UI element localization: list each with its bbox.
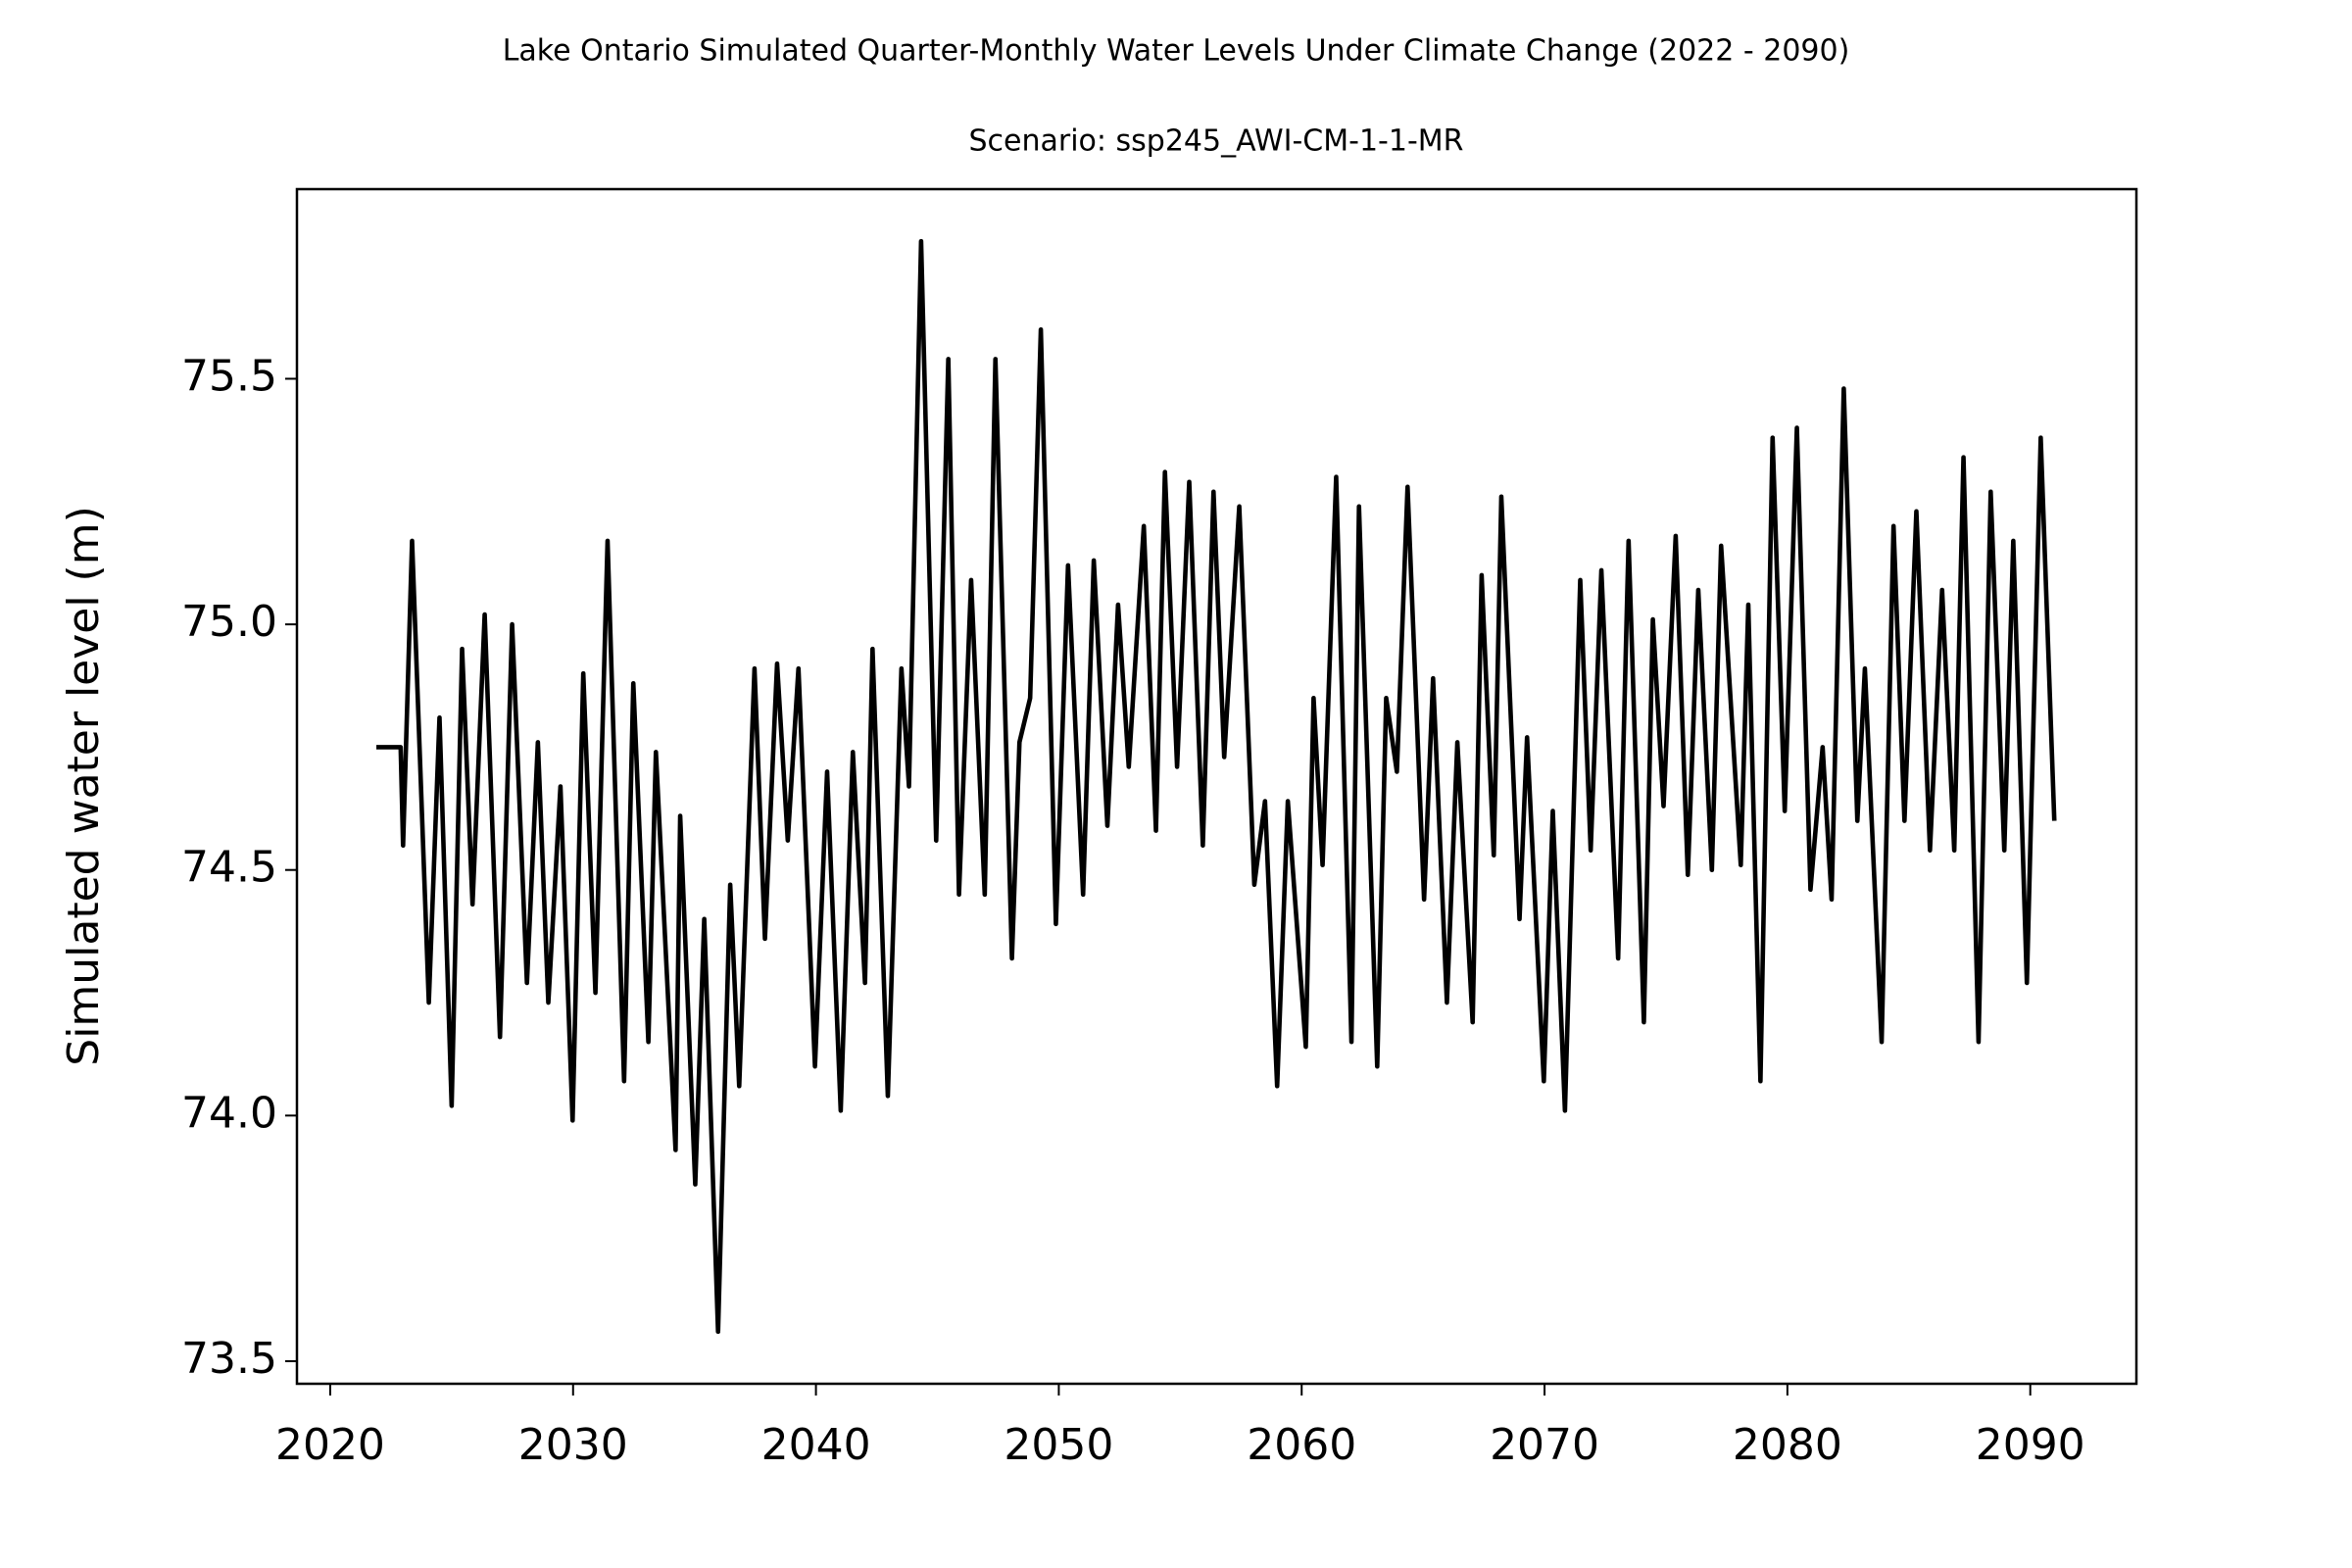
chart-title: Lake Ontario Simulated Quarter-Monthly W… bbox=[503, 34, 1850, 69]
y-tick-label: 75.5 bbox=[181, 351, 277, 401]
y-tick-label: 74.5 bbox=[181, 843, 277, 893]
y-tick-label: 74.0 bbox=[181, 1088, 277, 1138]
y-tick-label: 73.5 bbox=[181, 1334, 277, 1384]
y-tick-label: 75.0 bbox=[181, 597, 277, 647]
x-tick-label: 2030 bbox=[518, 1420, 628, 1470]
x-tick-label: 2040 bbox=[761, 1420, 871, 1470]
x-tick-label: 2080 bbox=[1733, 1420, 1842, 1470]
x-tick-label: 2060 bbox=[1247, 1420, 1356, 1470]
plot-frame bbox=[295, 187, 2138, 1386]
x-tick-label: 2050 bbox=[1004, 1420, 1113, 1470]
y-axis-label: Simulated water level (m) bbox=[59, 506, 109, 1065]
x-tick-label: 2020 bbox=[275, 1420, 385, 1470]
x-tick-label: 2090 bbox=[1976, 1420, 2085, 1470]
data-line bbox=[376, 238, 2057, 1335]
x-tick-label: 2070 bbox=[1490, 1420, 1599, 1470]
chart-subtitle: Scenario: ssp245_AWI-CM-1-1-MR bbox=[968, 124, 1463, 159]
